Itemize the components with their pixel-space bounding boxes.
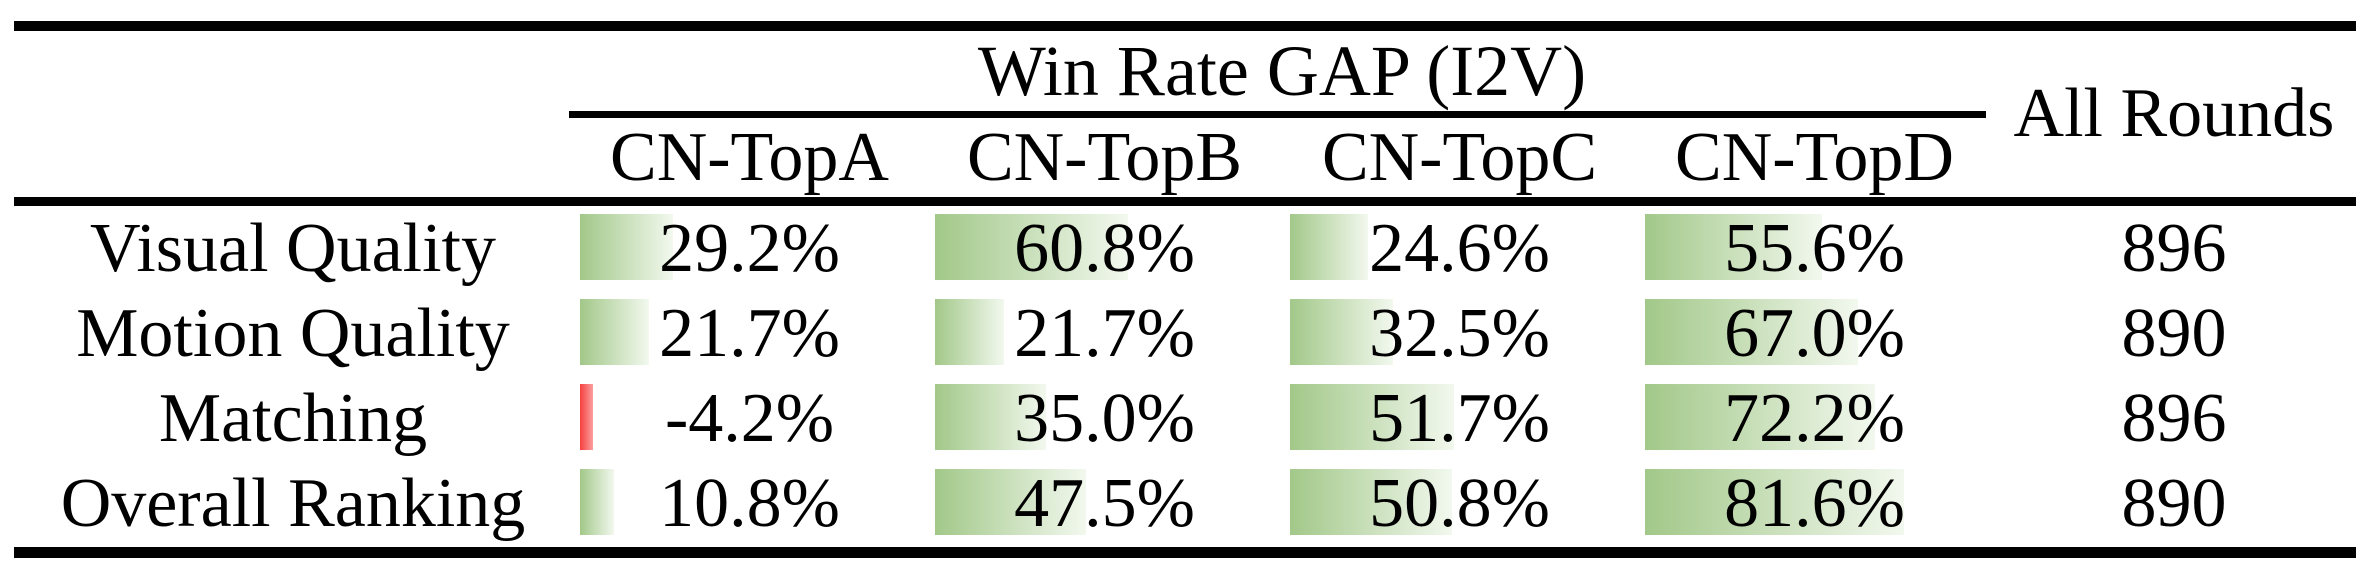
win-rate-value: 24.6% [1369,209,1550,287]
win-rate-bar [1645,469,1904,536]
win-rate-value: 50.8% [1369,465,1550,543]
win-rate-cell: 55.6% [1637,206,1992,291]
win-rate-value: 32.5% [1369,294,1550,372]
span-header-win-rate-gap: Win Rate GAP (I2V) [977,31,1587,111]
win-rate-value: 55.6% [1724,209,1905,287]
win-rate-cell: 67.0% [1637,291,1992,376]
win-rate-cell: 47.5% [927,462,1282,547]
win-rate-cell: 81.6% [1637,462,1992,547]
win-rate-bar [1290,469,1452,536]
win-rate-cell: 21.7% [572,291,927,376]
win-rate-value: 72.2% [1724,380,1905,458]
win-rate-value: 21.7% [659,294,840,372]
win-rate-value: 67.0% [1724,294,1905,372]
row-label: Motion Quality [76,294,510,372]
win-rate-value: 60.8% [1014,209,1195,287]
table-body: Visual Quality 29.2% 60.8% 24.6% 55.6% 8… [14,206,2356,547]
table-row-visual-quality: Visual Quality 29.2% 60.8% 24.6% 55.6% 8… [14,206,2356,291]
win-rate-bar [935,469,1086,536]
span-header-underline-rule [569,111,1986,118]
win-rate-bar [580,213,673,280]
win-rate-bar [935,213,1128,280]
table-row-motion-quality: Motion Quality 21.7% 21.7% 32.5% 67.0% 8… [14,291,2356,376]
all-rounds-value: 896 [2121,380,2227,458]
win-rate-cell: 21.7% [927,291,1282,376]
win-rate-value: 10.8% [659,465,840,543]
win-rate-cell: 35.0% [927,377,1282,462]
table-row-matching: Matching -4.2% 35.0% 51.7% 72.2% 896 [14,377,2356,462]
all-rounds-value: 896 [2121,209,2227,287]
win-rate-bar-negative [580,384,593,451]
win-rate-value: 21.7% [1014,294,1195,372]
column-header-cn-topb: CN-TopB [966,118,1243,196]
win-rate-bar [580,298,649,365]
win-rate-cell: 50.8% [1282,462,1637,547]
column-header-row: CN-TopA CN-TopB CN-TopC CN-TopD [572,118,1992,197]
header-separator-rule [14,197,2356,206]
all-rounds-value: 890 [2121,465,2227,543]
win-rate-cell: 32.5% [1282,291,1637,376]
column-header-cn-topc: CN-TopC [1321,118,1598,196]
column-header-all-rounds: All Rounds [2013,75,2335,152]
row-label: Matching [158,380,428,458]
win-rate-value: 47.5% [1014,465,1195,543]
column-header-cn-topd: CN-TopD [1675,118,1954,196]
win-rate-value: 29.2% [659,209,840,287]
win-rate-cell: 51.7% [1282,377,1637,462]
win-rate-cell: 10.8% [572,462,927,547]
win-rate-bar [1645,298,1858,365]
row-label: Overall Ranking [60,465,526,543]
win-rate-cell: 72.2% [1637,377,1992,462]
win-rate-bar [1645,213,1822,280]
win-rate-cell: 29.2% [572,206,927,291]
win-rate-value: 51.7% [1369,380,1550,458]
win-rate-bar [1290,384,1454,451]
win-rate-bar [935,298,1004,365]
win-rate-cell: 24.6% [1282,206,1637,291]
row-label: Visual Quality [89,209,497,287]
win-rate-bar [580,469,614,536]
all-rounds-value: 890 [2121,294,2227,372]
table-top-rule [14,21,2356,31]
win-rate-value: -4.2% [664,380,835,458]
win-rate-cell: -4.2% [572,377,927,462]
win-rate-cell: 60.8% [927,206,1282,291]
win-rate-bar [1290,298,1393,365]
table-bottom-rule [14,547,2356,558]
win-rate-bar [1290,213,1368,280]
win-rate-bar [1645,384,1875,451]
column-header-cn-topa: CN-TopA [610,118,889,196]
win-rate-value: 81.6% [1724,465,1905,543]
win-rate-bar [935,384,1046,451]
win-rate-value: 35.0% [1014,380,1195,458]
table-row-overall-ranking: Overall Ranking 10.8% 47.5% 50.8% 81.6% … [14,462,2356,547]
